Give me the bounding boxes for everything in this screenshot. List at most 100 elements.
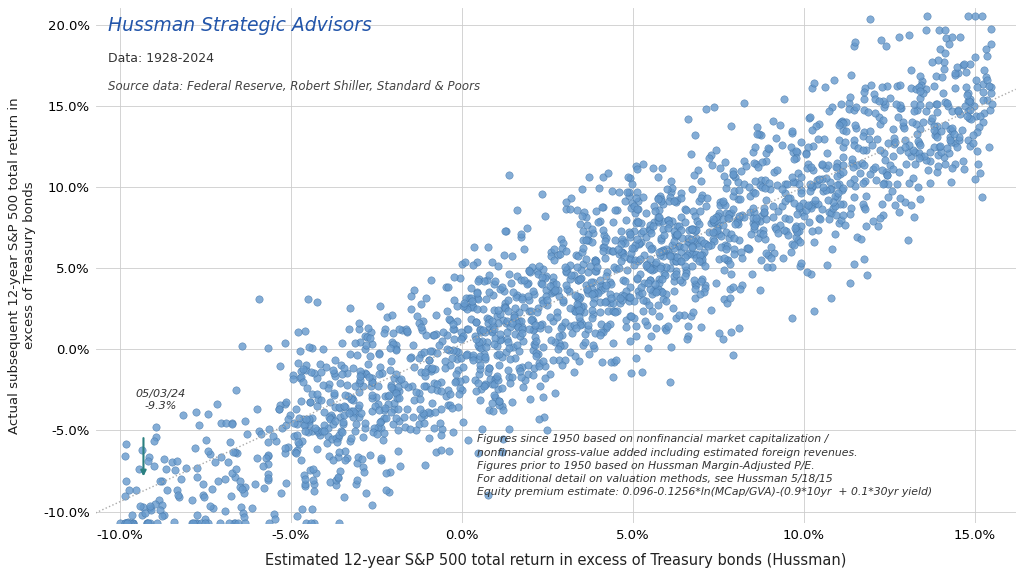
- Point: [352, 376, 369, 385]
- Point: [305, 464, 322, 473]
- Point: [568, 323, 585, 332]
- Point: [383, 382, 399, 392]
- Point: [298, 361, 314, 370]
- Point: [477, 352, 494, 361]
- Point: [924, 58, 940, 67]
- Point: [928, 129, 944, 138]
- Point: [520, 369, 537, 378]
- Point: [260, 343, 276, 353]
- Point: [364, 328, 380, 337]
- Point: [948, 143, 965, 152]
- Point: [350, 319, 367, 328]
- Point: [913, 77, 930, 86]
- Point: [364, 391, 380, 400]
- Point: [662, 193, 678, 202]
- Point: [634, 367, 650, 376]
- Point: [607, 205, 624, 214]
- Point: [590, 289, 606, 298]
- Point: [413, 367, 429, 377]
- Point: [561, 260, 578, 270]
- Point: [752, 286, 768, 295]
- Point: [820, 195, 837, 204]
- Point: [643, 244, 659, 253]
- Point: [210, 476, 226, 486]
- Point: [497, 303, 513, 312]
- Point: [959, 106, 976, 115]
- Point: [831, 136, 848, 145]
- Point: [924, 116, 940, 126]
- Point: [716, 265, 732, 274]
- Point: [594, 202, 610, 211]
- Point: [574, 320, 591, 329]
- Point: [588, 257, 604, 266]
- Point: [297, 475, 313, 484]
- Point: [444, 324, 461, 334]
- Point: [603, 294, 620, 303]
- Point: [398, 404, 415, 414]
- Point: [582, 349, 598, 358]
- Point: [846, 181, 862, 190]
- Point: [722, 259, 738, 268]
- Point: [629, 234, 645, 244]
- Point: [349, 475, 366, 484]
- Point: [914, 88, 931, 97]
- Point: [545, 277, 561, 286]
- Point: [439, 282, 456, 291]
- Point: [364, 378, 380, 387]
- Point: [209, 400, 225, 409]
- Point: [366, 423, 382, 432]
- Point: [321, 452, 337, 461]
- Point: [308, 298, 325, 307]
- Point: [662, 250, 678, 259]
- Point: [495, 435, 511, 444]
- Point: [130, 464, 146, 473]
- Point: [669, 229, 685, 238]
- Point: [449, 354, 465, 363]
- Point: [602, 319, 618, 328]
- Point: [676, 242, 692, 251]
- Point: [321, 423, 337, 433]
- Point: [907, 119, 924, 128]
- Point: [621, 191, 637, 200]
- Point: [441, 401, 458, 410]
- Point: [301, 416, 317, 426]
- Point: [887, 200, 903, 210]
- Point: [968, 175, 984, 184]
- Point: [861, 134, 878, 143]
- Point: [614, 290, 631, 300]
- Point: [962, 96, 978, 105]
- Point: [529, 349, 546, 358]
- Point: [224, 418, 241, 427]
- Point: [824, 103, 841, 112]
- Point: [722, 293, 738, 302]
- Point: [685, 206, 701, 215]
- Point: [827, 162, 844, 172]
- Point: [542, 282, 558, 291]
- Point: [752, 217, 768, 226]
- Point: [833, 216, 849, 225]
- Point: [663, 187, 679, 196]
- Point: [286, 419, 302, 428]
- Point: [428, 448, 444, 457]
- Point: [972, 169, 988, 178]
- Point: [425, 330, 441, 339]
- Point: [581, 321, 597, 330]
- Point: [614, 234, 631, 244]
- Point: [677, 218, 693, 227]
- Point: [802, 201, 818, 210]
- Point: [309, 426, 326, 435]
- Point: [698, 193, 715, 202]
- Point: [693, 276, 710, 286]
- Point: [942, 133, 958, 142]
- Point: [663, 342, 679, 351]
- Point: [495, 383, 511, 392]
- Point: [562, 348, 579, 357]
- Point: [658, 325, 675, 334]
- Point: [758, 149, 774, 158]
- Point: [390, 382, 407, 391]
- Point: [835, 168, 851, 177]
- Point: [624, 369, 640, 378]
- Point: [896, 135, 912, 144]
- Point: [142, 503, 159, 513]
- Point: [806, 306, 822, 316]
